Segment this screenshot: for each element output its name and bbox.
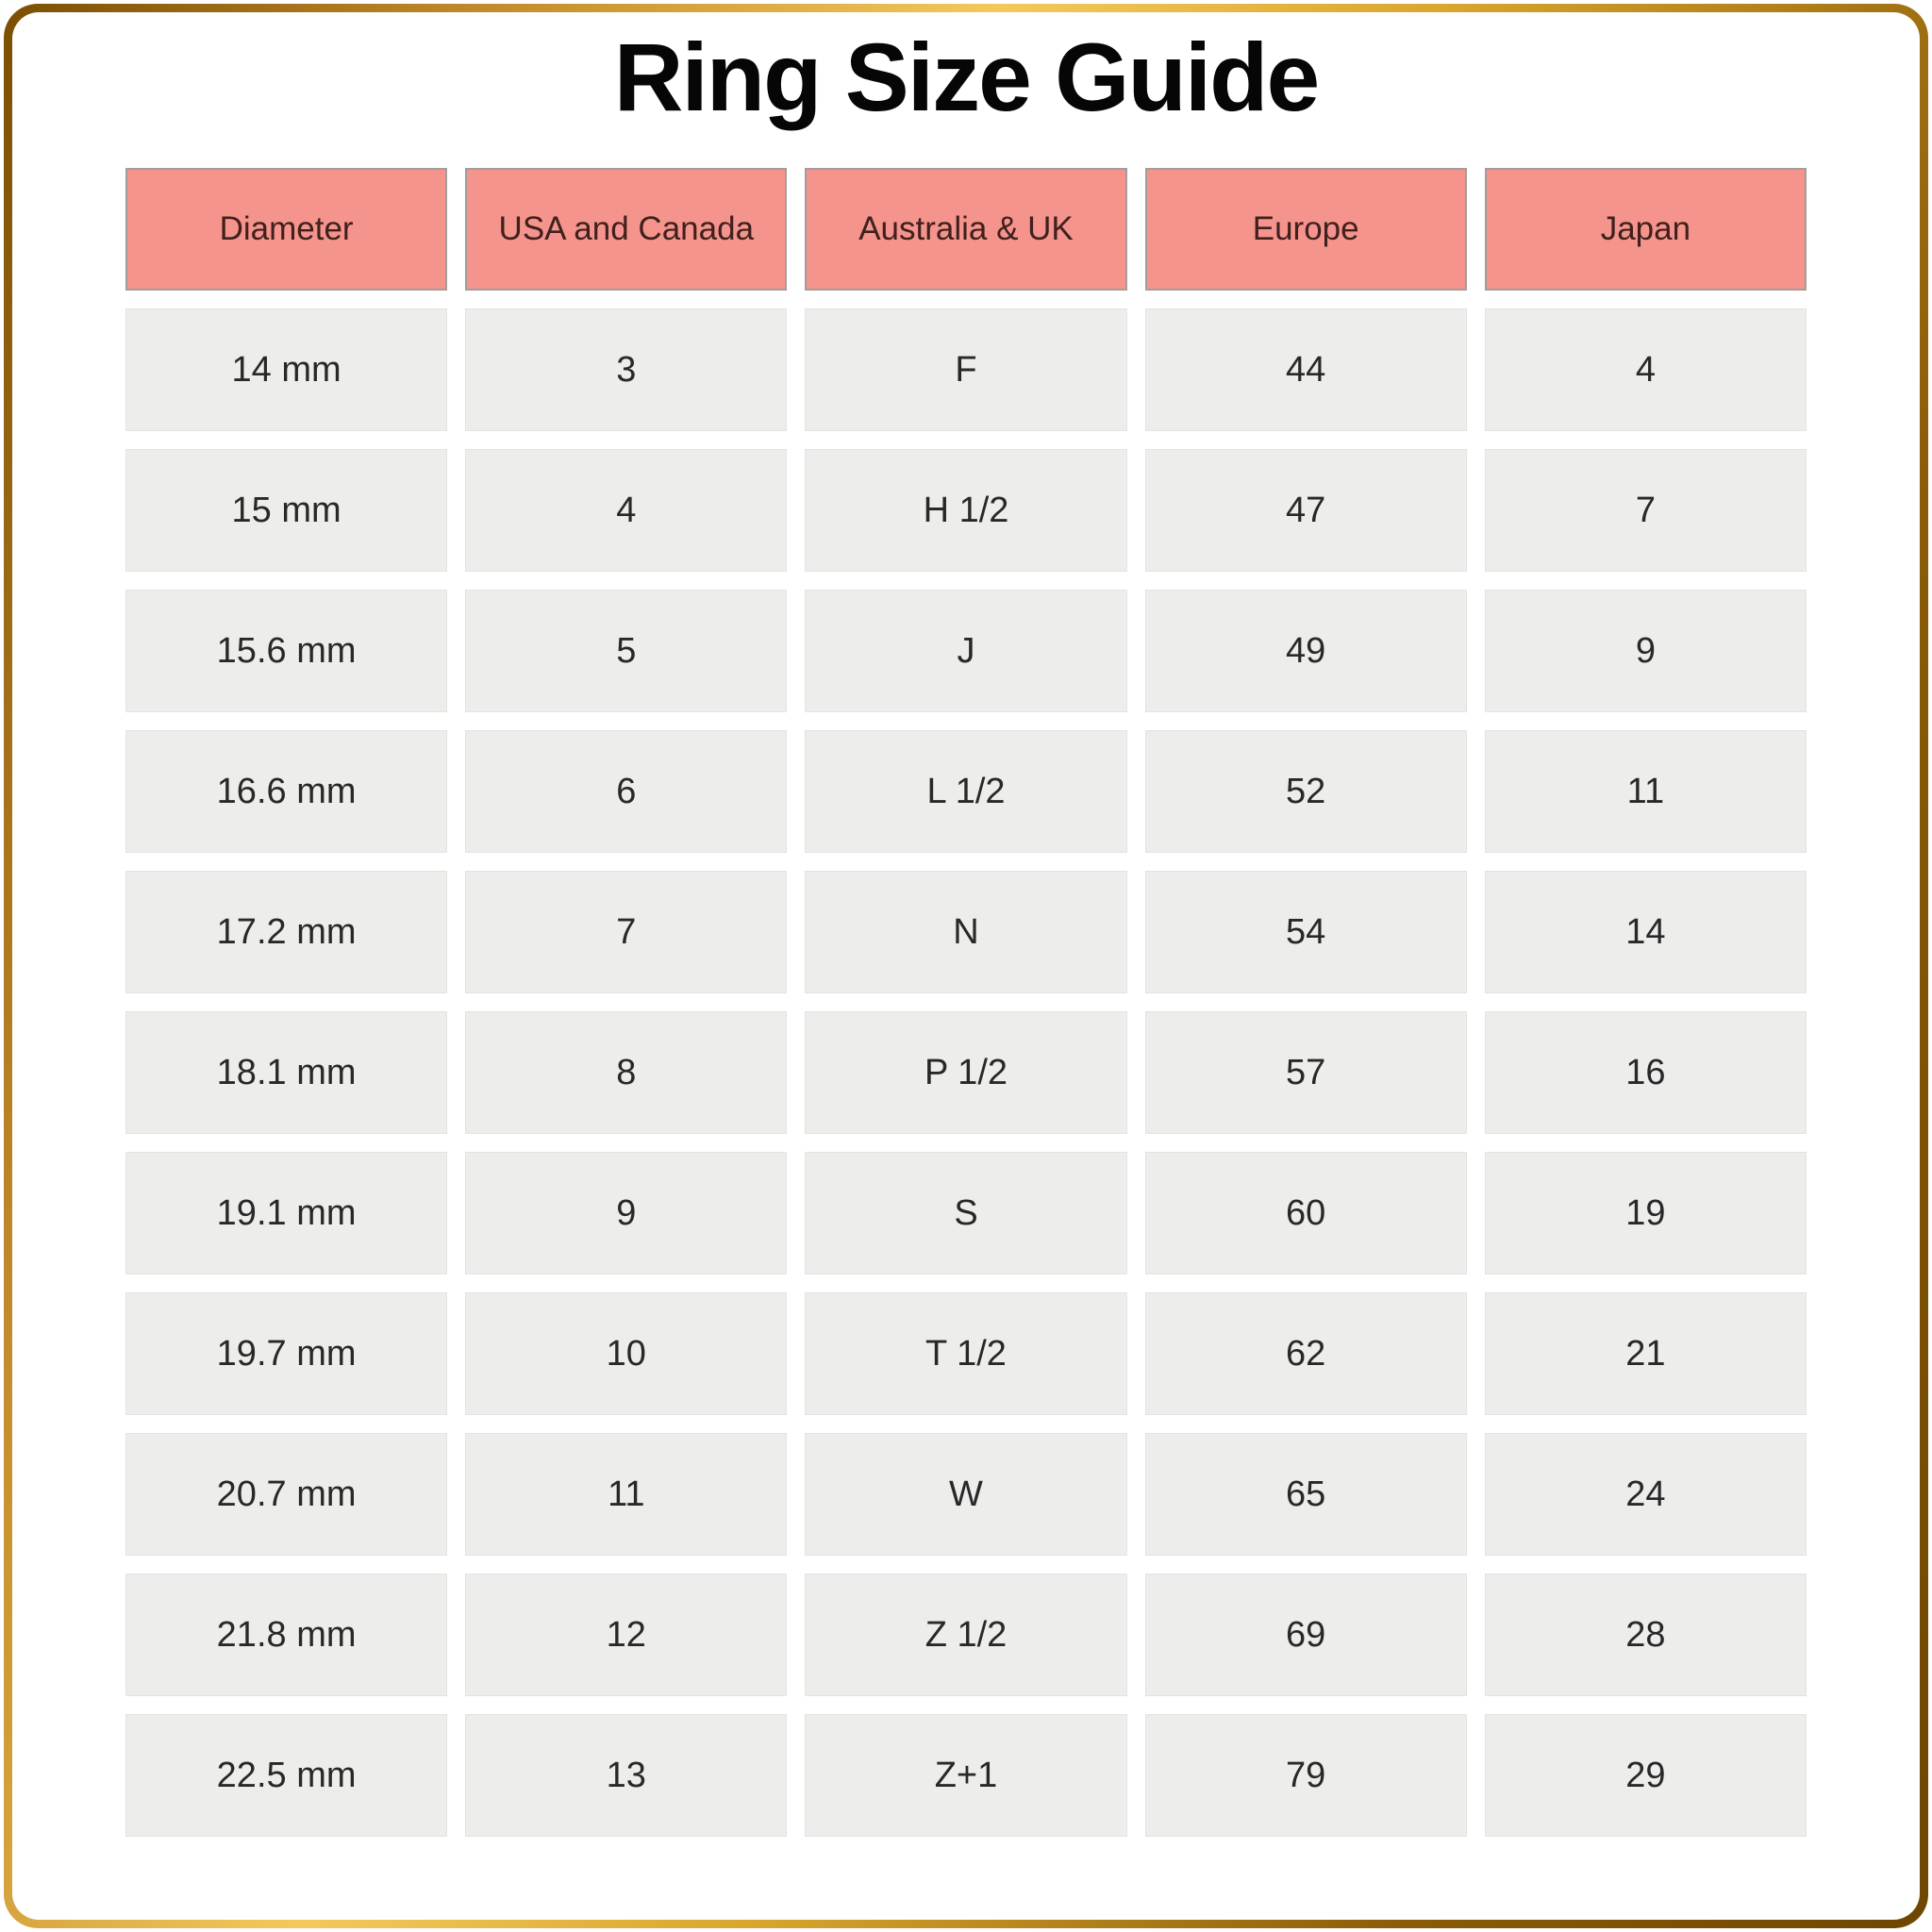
cell-row3-japan: 9 <box>1484 590 1807 713</box>
cell-row1-usa-and-canada: 3 <box>465 308 788 432</box>
cell-row2-diameter: 15 mm <box>125 449 448 573</box>
cell-row11-europe: 79 <box>1144 1714 1467 1838</box>
cell-row6-europe: 57 <box>1144 1011 1467 1135</box>
cell-row1-australia-uk: F <box>805 308 1127 432</box>
cell-row1-japan: 4 <box>1484 308 1807 432</box>
cell-row2-usa-and-canada: 4 <box>465 449 788 573</box>
cell-row3-europe: 49 <box>1144 590 1467 713</box>
cell-row4-australia-uk: L 1/2 <box>805 730 1127 854</box>
cell-row2-japan: 7 <box>1484 449 1807 573</box>
cell-row9-japan: 24 <box>1484 1433 1807 1557</box>
cell-row6-diameter: 18.1 mm <box>125 1011 448 1135</box>
cell-row2-europe: 47 <box>1144 449 1467 573</box>
cell-row8-japan: 21 <box>1484 1292 1807 1416</box>
cell-row5-australia-uk: N <box>805 871 1127 994</box>
cell-row8-australia-uk: T 1/2 <box>805 1292 1127 1416</box>
cell-row8-usa-and-canada: 10 <box>465 1292 788 1416</box>
cell-row6-usa-and-canada: 8 <box>465 1011 788 1135</box>
cell-row6-japan: 16 <box>1484 1011 1807 1135</box>
cell-row5-japan: 14 <box>1484 871 1807 994</box>
cell-row4-japan: 11 <box>1484 730 1807 854</box>
cell-row3-australia-uk: J <box>805 590 1127 713</box>
cell-row4-usa-and-canada: 6 <box>465 730 788 854</box>
cell-row4-diameter: 16.6 mm <box>125 730 448 854</box>
cell-row9-diameter: 20.7 mm <box>125 1433 448 1557</box>
cell-row5-usa-and-canada: 7 <box>465 871 788 994</box>
cell-row1-europe: 44 <box>1144 308 1467 432</box>
ring-size-table: Diameter USA and Canada Australia & UK Euro… <box>125 168 1807 1838</box>
cell-row6-australia-uk: P 1/2 <box>805 1011 1127 1135</box>
cell-row11-diameter: 22.5 mm <box>125 1714 448 1838</box>
cell-row3-usa-and-canada: 5 <box>465 590 788 713</box>
cell-row8-diameter: 19.7 mm <box>125 1292 448 1416</box>
cell-row9-australia-uk: W <box>805 1433 1127 1557</box>
cell-row7-japan: 19 <box>1484 1152 1807 1275</box>
cell-row2-australia-uk: H 1/2 <box>805 449 1127 573</box>
cell-row11-usa-and-canada: 13 <box>465 1714 788 1838</box>
cell-row9-usa-and-canada: 11 <box>465 1433 788 1557</box>
column-header-diameter: Diameter <box>125 168 448 291</box>
cell-row10-australia-uk: Z 1/2 <box>805 1574 1127 1697</box>
cell-row7-usa-and-canada: 9 <box>465 1152 788 1275</box>
page-background: Ring Size Guide Diameter USA and Canada Au… <box>12 12 1920 1920</box>
page-title: Ring Size Guide <box>613 24 1320 131</box>
cell-row4-europe: 52 <box>1144 730 1467 854</box>
column-header-europe: Europe <box>1144 168 1467 291</box>
cell-row7-australia-uk: S <box>805 1152 1127 1275</box>
cell-row3-diameter: 15.6 mm <box>125 590 448 713</box>
cell-row9-europe: 65 <box>1144 1433 1467 1557</box>
cell-row5-europe: 54 <box>1144 871 1467 994</box>
cell-row8-europe: 62 <box>1144 1292 1467 1416</box>
cell-row1-diameter: 14 mm <box>125 308 448 432</box>
cell-row10-europe: 69 <box>1144 1574 1467 1697</box>
cell-row5-diameter: 17.2 mm <box>125 871 448 994</box>
cell-row10-diameter: 21.8 mm <box>125 1574 448 1697</box>
cell-row10-usa-and-canada: 12 <box>465 1574 788 1697</box>
gold-border-frame: Ring Size Guide Diameter USA and Canada Au… <box>4 4 1928 1928</box>
cell-row11-japan: 29 <box>1484 1714 1807 1838</box>
cell-row11-australia-uk: Z+1 <box>805 1714 1127 1838</box>
column-header-japan: Japan <box>1484 168 1807 291</box>
column-header-usa-and-canada: USA and Canada <box>465 168 788 291</box>
column-header-australia-uk: Australia & UK <box>805 168 1127 291</box>
cell-row10-japan: 28 <box>1484 1574 1807 1697</box>
cell-row7-europe: 60 <box>1144 1152 1467 1275</box>
cell-row7-diameter: 19.1 mm <box>125 1152 448 1275</box>
